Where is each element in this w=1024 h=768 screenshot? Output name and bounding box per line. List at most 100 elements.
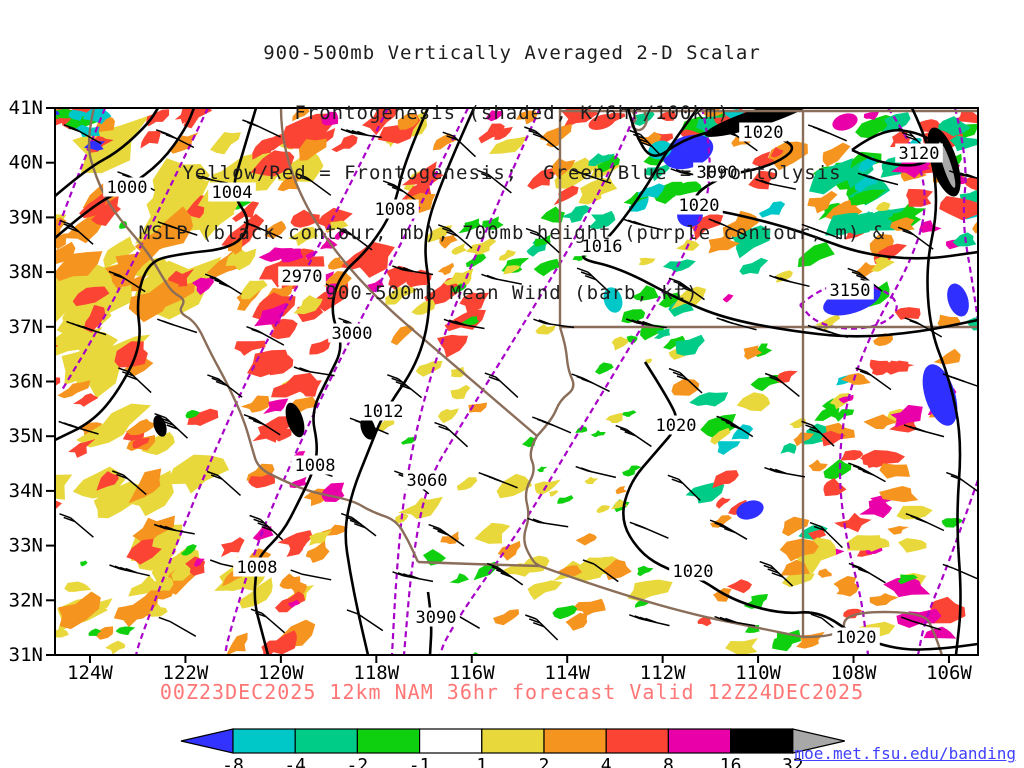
lat-tick-label: 34N: [9, 480, 43, 502]
wind-barb: [593, 563, 619, 583]
height-contour-label: 3120: [899, 144, 940, 164]
mslp-contour-label-box: [103, 177, 151, 197]
height-contour-label-box: [826, 280, 874, 300]
height-contour-label-box: [412, 607, 460, 627]
wind-barb: [301, 573, 332, 581]
mslp-contour-label: 1000: [107, 178, 148, 198]
wind-barb: [357, 613, 384, 632]
colorbar-tick-label: -4: [284, 755, 306, 768]
colorbar-tick-label: 1: [476, 755, 487, 768]
mslp-contour-label-box: [669, 561, 717, 581]
chart-title-line-5: 900-500mb Mean Wind (barb, kt): [325, 282, 699, 304]
mslp-contour-label: 1008: [375, 200, 416, 220]
colorbar-cell: [729, 728, 794, 754]
forecast-valid-caption: 00Z23DEC2025 12km NAM 36hr forecast Vali…: [159, 680, 865, 704]
mslp-contour-label-box: [652, 415, 700, 435]
lat-tick-label: 31N: [9, 644, 43, 666]
colorbar-cell: [481, 728, 545, 754]
mslp-contour-label: 1020: [673, 562, 714, 582]
colorbar-tick-label: -1: [409, 755, 431, 768]
mslp-contour-label-box: [578, 236, 626, 256]
colorbar-cell: [667, 728, 732, 754]
mslp-contour-label-box: [291, 455, 339, 475]
wind-barb-layer: [58, 119, 978, 641]
lon-tick-label: 114W: [544, 662, 590, 684]
height-contour-label-box: [403, 470, 451, 490]
lat-tick-label: 36N: [9, 371, 43, 393]
colorbar-cell: [543, 728, 607, 754]
colorbar-cell: [232, 728, 296, 754]
height-contour-label-box: [328, 323, 376, 343]
lon-tick-label: 122W: [163, 662, 209, 684]
lon-tick-label: 112W: [640, 662, 686, 684]
mslp-contour-label-box: [832, 627, 880, 647]
mslp-contour-label: 1020: [679, 196, 720, 216]
lat-tick-label: 35N: [9, 425, 43, 447]
lat-tick-label: 32N: [9, 589, 43, 611]
wind-barb: [169, 620, 197, 637]
site-link[interactable]: moe.met.fsu.edu/banding: [794, 744, 1016, 763]
lon-tick-label: 108W: [831, 662, 877, 684]
colorbar-tick-label: 2: [539, 755, 550, 768]
lon-tick-label: 110W: [735, 662, 781, 684]
colorbar-tick-label: 32: [782, 755, 804, 768]
lat-tick-label: 39N: [9, 206, 43, 228]
height-contour-label: 3090: [416, 608, 457, 628]
axes-layer: 41N 40N 39N 38N 37N 36N 35N 34N 33N 32N 31N 124W 122…: [9, 97, 979, 684]
colorbar-tick-label: -8: [222, 755, 244, 768]
chart-title-line-3: Yellow/Red = Frontogenesis; Green/Blue =…: [182, 162, 842, 184]
mslp-contour-label: 1020: [743, 123, 784, 143]
lon-tick-label: 124W: [67, 662, 113, 684]
colorbar-cell: [294, 728, 359, 754]
height-contour-label: 3090: [697, 163, 738, 183]
colorbar-tick-label: 8: [663, 755, 674, 768]
colorbar-cell: [605, 728, 670, 754]
mslp-contour-label-box: [371, 199, 419, 219]
chart-title: 900-500mb Vertically Averaged 2-D Scalar…: [0, 3, 1024, 343]
mslp-contour-label-box: [675, 195, 723, 215]
mslp-contour-label-box: [208, 182, 256, 202]
colorbar-tick-label: 4: [601, 755, 612, 768]
colorbar-left-arrow: [180, 728, 234, 754]
lon-tick-label: 118W: [353, 662, 399, 684]
lat-tick-label: 41N: [9, 97, 43, 119]
colorbar: -8 -4 -2 -1 1 2 4 8 16 32: [180, 728, 845, 768]
contour-label-layer: 1000 1004 1008 1008 1008 1012 1016 1020 1020 1020…: [103, 122, 943, 648]
chart-title-line-2: Frontogenesis (shaded, K/6hr/100km): [294, 102, 730, 124]
mslp-contour-label-box: [739, 122, 787, 142]
height-contour-label: 3060: [407, 471, 448, 491]
lat-tick-label: 38N: [9, 261, 43, 283]
height-contour-label-box: [895, 143, 943, 163]
chart-title-line-1: 900-500mb Vertically Averaged 2-D Scalar: [263, 42, 761, 64]
mslp-contour-label: 1020: [656, 416, 697, 436]
lon-tick-label: 106W: [926, 662, 972, 684]
height-contour-label: 3150: [830, 281, 871, 301]
lat-tick-label: 33N: [9, 535, 43, 557]
mslp-contour-label: 1004: [212, 183, 253, 203]
mslp-contour-label-box: [359, 401, 407, 421]
colorbar-cell: [419, 728, 483, 754]
height-contour-label: 2970: [282, 267, 323, 287]
state-border-layer: [87, 108, 978, 655]
height-contour-label-box: [693, 162, 741, 182]
lat-tick-label: 37N: [9, 316, 43, 338]
mslp-contour-label-box: [233, 557, 281, 577]
height-contour-label-box: [278, 266, 326, 286]
mslp-contour-label: 1016: [582, 237, 623, 257]
lon-tick-label: 116W: [449, 662, 495, 684]
wind-barb: [953, 567, 978, 580]
height-contour-label: 3000: [332, 324, 373, 344]
mslp-contour-label: 1008: [295, 456, 336, 476]
mslp-contour-label: 1012: [363, 402, 404, 422]
mslp-contour-label: 1008: [237, 558, 278, 578]
colorbar-tick-label: 16: [720, 755, 742, 768]
wind-barb: [911, 620, 942, 631]
colorbar-right-arrow: [792, 728, 845, 754]
mslp-contour-label: 1020: [836, 628, 877, 648]
lon-tick-label: 120W: [258, 662, 304, 684]
chart-title-line-4: MSLP (black contour, mb), 700mb height (…: [138, 222, 886, 244]
colorbar-tick-label: -2: [347, 755, 369, 768]
colorbar-cell: [356, 728, 421, 754]
lat-tick-label: 40N: [9, 152, 43, 174]
